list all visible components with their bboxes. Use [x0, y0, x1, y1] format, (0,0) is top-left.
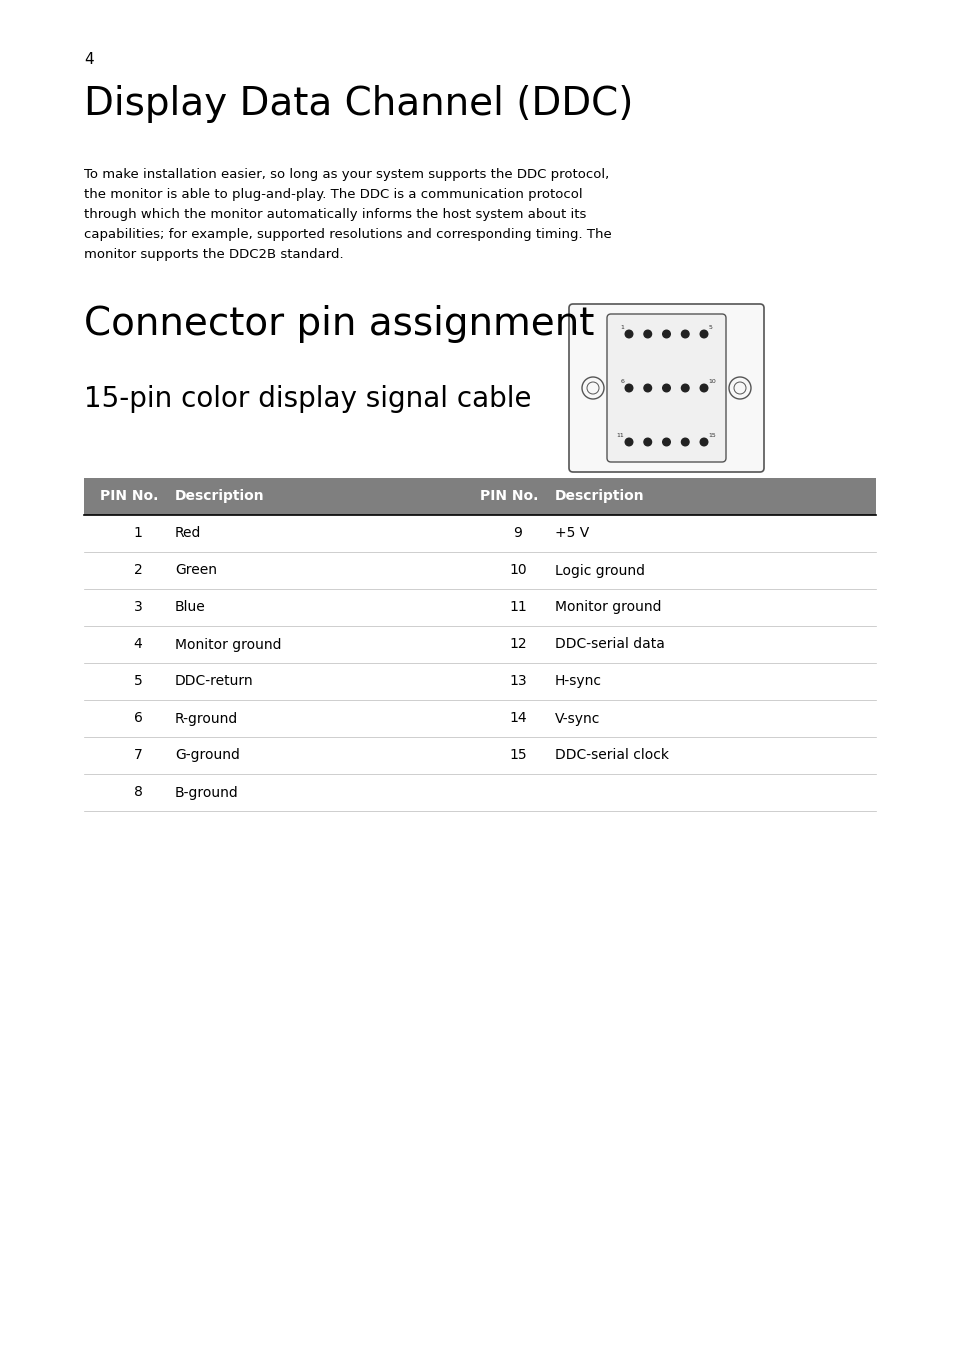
- Text: 3: 3: [133, 601, 142, 615]
- Circle shape: [680, 330, 688, 338]
- Circle shape: [680, 385, 688, 392]
- Text: 4: 4: [84, 52, 93, 67]
- Text: 11: 11: [616, 433, 623, 438]
- Text: Monitor ground: Monitor ground: [555, 601, 660, 615]
- Text: Green: Green: [174, 564, 216, 578]
- Circle shape: [643, 330, 651, 338]
- Circle shape: [624, 330, 632, 338]
- Circle shape: [700, 330, 707, 338]
- Text: Description: Description: [174, 490, 264, 504]
- Text: capabilities; for example, supported resolutions and corresponding timing. The: capabilities; for example, supported res…: [84, 229, 611, 241]
- Circle shape: [700, 438, 707, 446]
- Text: PIN No.: PIN No.: [479, 490, 537, 504]
- Text: 10: 10: [708, 379, 716, 385]
- Text: 2: 2: [133, 564, 142, 578]
- Text: the monitor is able to plug-and-play. The DDC is a communication protocol: the monitor is able to plug-and-play. Th…: [84, 188, 582, 201]
- Text: V-sync: V-sync: [555, 712, 599, 726]
- Text: R-ground: R-ground: [174, 712, 238, 726]
- Text: DDC-serial data: DDC-serial data: [555, 638, 664, 652]
- Text: Red: Red: [174, 527, 201, 541]
- Text: Monitor ground: Monitor ground: [174, 638, 281, 652]
- Circle shape: [624, 438, 632, 446]
- Circle shape: [643, 385, 651, 392]
- Text: 15-pin color display signal cable: 15-pin color display signal cable: [84, 385, 531, 413]
- Text: 14: 14: [509, 712, 526, 726]
- Circle shape: [643, 438, 651, 446]
- Text: 1: 1: [619, 326, 623, 330]
- Text: PIN No.: PIN No.: [100, 490, 158, 504]
- Text: 8: 8: [133, 786, 142, 799]
- Circle shape: [624, 385, 632, 392]
- FancyBboxPatch shape: [568, 304, 763, 472]
- Text: 5: 5: [133, 675, 142, 689]
- Circle shape: [728, 376, 750, 398]
- Text: 6: 6: [133, 712, 142, 726]
- Text: DDC-return: DDC-return: [174, 675, 253, 689]
- Text: To make installation easier, so long as your system supports the DDC protocol,: To make installation easier, so long as …: [84, 168, 609, 181]
- Text: 15: 15: [708, 433, 716, 438]
- Text: monitor supports the DDC2B standard.: monitor supports the DDC2B standard.: [84, 248, 343, 261]
- Text: 12: 12: [509, 638, 526, 652]
- Circle shape: [581, 376, 603, 398]
- Circle shape: [680, 438, 688, 446]
- Text: Blue: Blue: [174, 601, 206, 615]
- Text: H-sync: H-sync: [555, 675, 601, 689]
- Text: 15: 15: [509, 749, 526, 763]
- Circle shape: [700, 385, 707, 392]
- Circle shape: [733, 382, 745, 394]
- Circle shape: [662, 438, 670, 446]
- Circle shape: [662, 385, 670, 392]
- Text: 13: 13: [509, 675, 526, 689]
- Text: 7: 7: [133, 749, 142, 763]
- Bar: [84, 478, 875, 515]
- Text: 11: 11: [509, 601, 526, 615]
- Text: 9: 9: [513, 527, 522, 541]
- Text: Connector pin assignment: Connector pin assignment: [84, 305, 594, 344]
- Text: 4: 4: [133, 638, 142, 652]
- Circle shape: [586, 382, 598, 394]
- Text: +5 V: +5 V: [555, 527, 589, 541]
- Text: Display Data Channel (DDC): Display Data Channel (DDC): [84, 85, 633, 123]
- Text: English: English: [7, 193, 20, 238]
- Text: DDC-serial clock: DDC-serial clock: [555, 749, 668, 763]
- Text: 6: 6: [619, 379, 623, 385]
- Text: 1: 1: [133, 527, 142, 541]
- Circle shape: [662, 330, 670, 338]
- Text: G-ground: G-ground: [174, 749, 239, 763]
- Text: 10: 10: [509, 564, 526, 578]
- Text: 5: 5: [708, 326, 712, 330]
- Text: Logic ground: Logic ground: [555, 564, 644, 578]
- Text: Description: Description: [555, 490, 644, 504]
- Text: B-ground: B-ground: [174, 786, 238, 799]
- FancyBboxPatch shape: [606, 314, 725, 461]
- Text: through which the monitor automatically informs the host system about its: through which the monitor automatically …: [84, 208, 586, 220]
